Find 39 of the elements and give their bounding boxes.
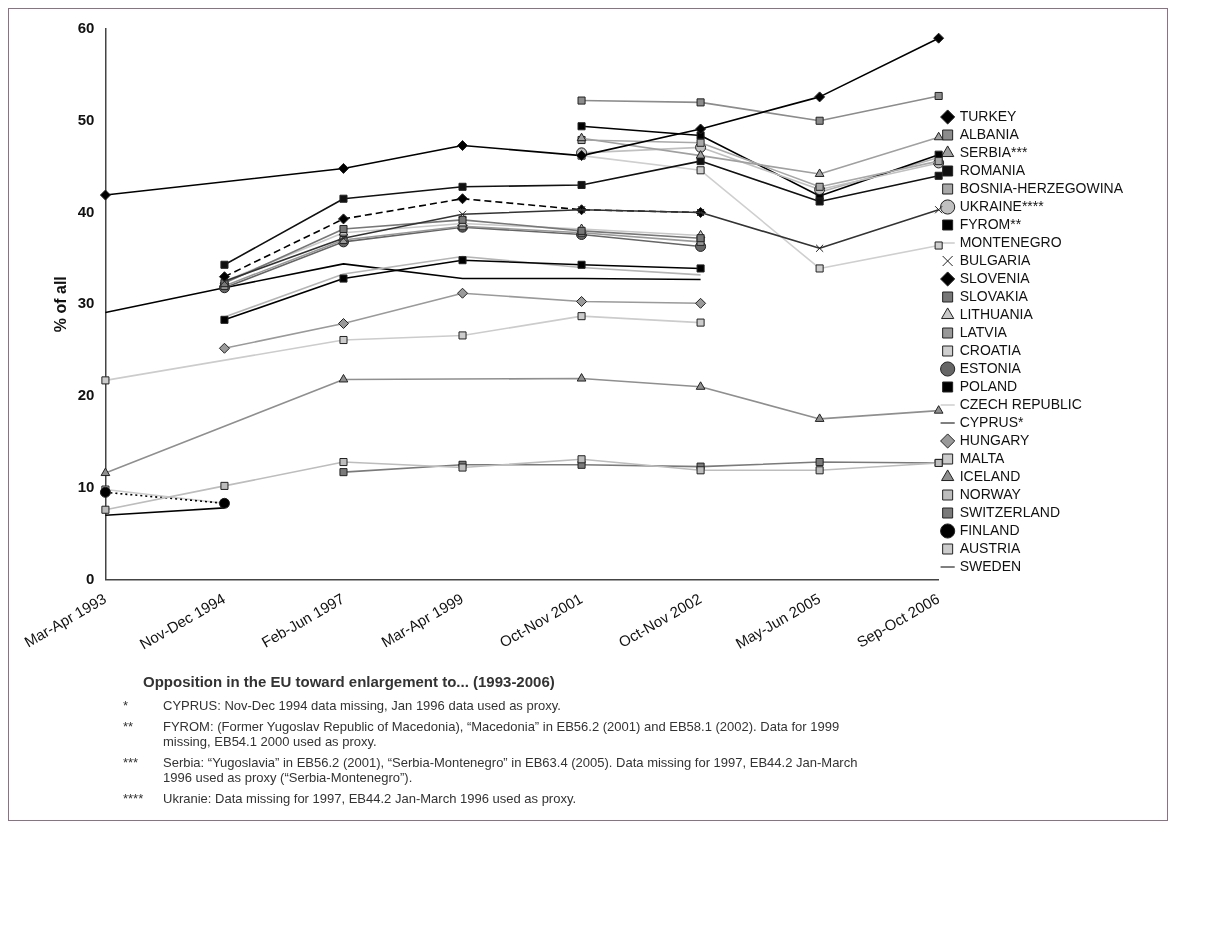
legend-label: CYPRUS*	[959, 413, 1024, 430]
y-tick-label: 50	[77, 110, 95, 128]
y-tick-label: 10	[77, 477, 95, 495]
legend-label: MONTENEGRO	[959, 233, 1062, 250]
legend-label: UKRAINE****	[959, 197, 1045, 214]
legend-label: BULGARIA	[959, 251, 1032, 268]
legend-label: FYROM**	[959, 215, 1022, 232]
text: ** FYROM: (Former Yugoslav Republic of Macedonia), “Macedonia” in EB56.2 (2001) and EB58.1 (2002). Data for 1999 missing, EB54.1 2000 used as proxy.	[123, 719, 840, 749]
text: Opposition in the EU toward enlargement to... (1993-2006)	[143, 673, 556, 690]
legend-label: MALTA	[959, 449, 1005, 466]
y-tick-label: 0	[86, 569, 95, 587]
legend-label: LITHUANIA	[959, 305, 1034, 322]
text: *** Serbia: “Yugoslavia” in EB56.2 (2001), “Serbia-Montenegro” in EB63.4 (2005). Data missing for 1997, EB44.2 Jan-March 1996 used as proxy (“Serbia-Montenegro”).	[123, 755, 858, 785]
legend-label: CZECH REPUBLIC	[959, 395, 1082, 412]
y-axis-title: % of all	[51, 276, 69, 333]
legend-label: CROATIA	[959, 341, 1022, 358]
y-tick-label: 60	[77, 19, 95, 37]
legend-label: LATVIA	[959, 323, 1008, 340]
legend-label: ICELAND	[959, 467, 1021, 484]
y-tick-label: 20	[77, 386, 95, 404]
legend-label: SLOVENIA	[959, 269, 1031, 286]
legend-label: SWEDEN	[959, 557, 1022, 574]
legend-label: SLOVAKIA	[959, 287, 1029, 304]
legend-label: FINLAND	[959, 521, 1020, 538]
legend-label: SWITZERLAND	[959, 503, 1060, 520]
legend-label: ESTONIA	[959, 359, 1022, 376]
legend-label: ALBANIA	[959, 125, 1020, 142]
legend-label: HUNGARY	[959, 431, 1031, 448]
legend-label: BOSNIA-HERZEGOWINA	[959, 179, 1124, 196]
legend-label: ROMANIA	[959, 161, 1026, 178]
legend-label: NORWAY	[959, 485, 1022, 502]
text: **** Ukranie: Data missing for 1997, EB44.2 Jan-March 1996 used as proxy.	[123, 791, 577, 806]
y-tick-label: 30	[77, 294, 95, 312]
legend-label: SERBIA***	[959, 143, 1028, 160]
legend-label: AUSTRIA	[959, 539, 1021, 556]
legend-label: TURKEY	[959, 107, 1018, 124]
y-tick-label: 40	[77, 202, 95, 220]
text: * CYPRUS: Nov-Dec 1994 data missing, Jan 1996 data used as proxy.	[123, 698, 561, 713]
legend-label: POLAND	[959, 377, 1018, 394]
